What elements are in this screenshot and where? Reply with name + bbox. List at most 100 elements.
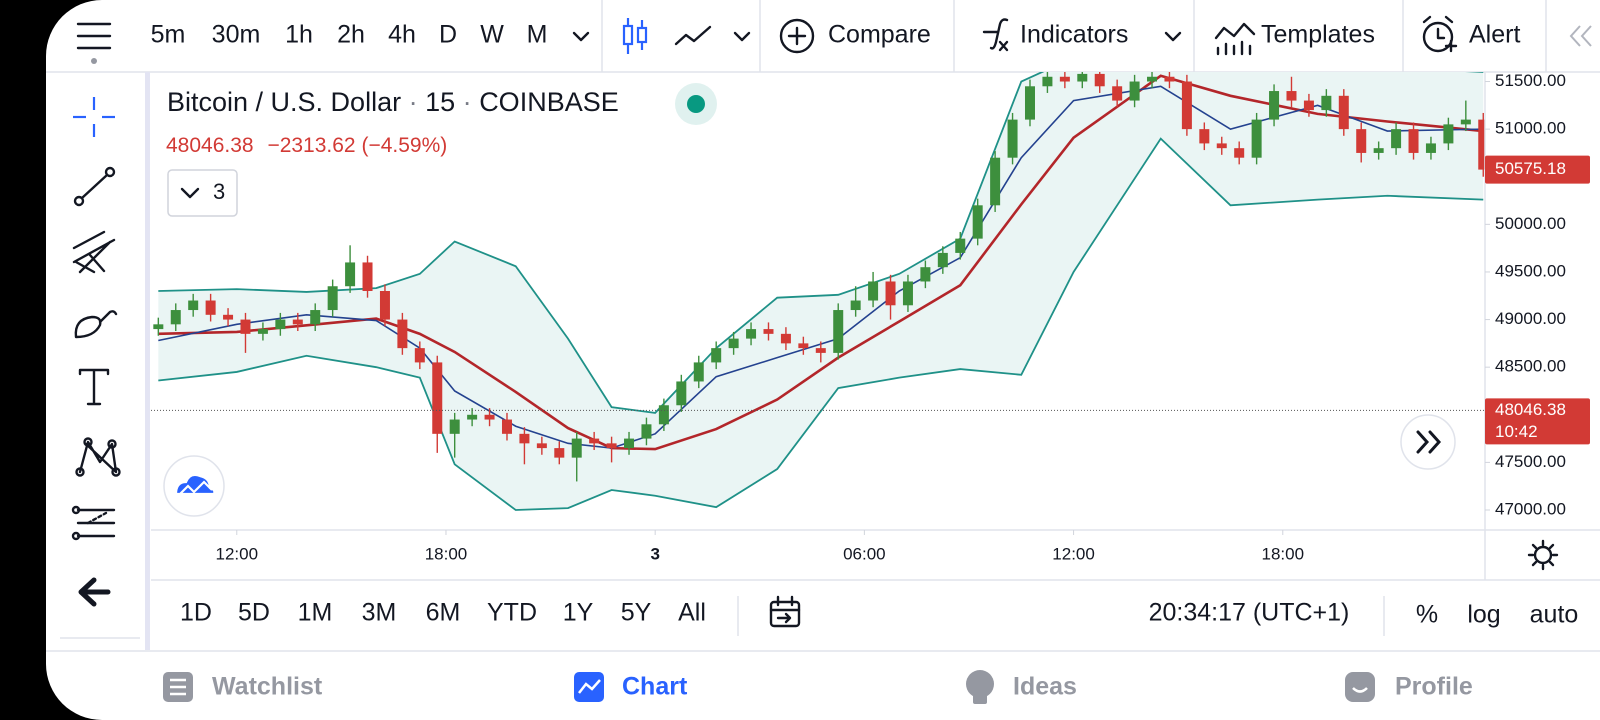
- candle-body: [397, 319, 408, 349]
- candle-body: [432, 362, 443, 434]
- trendline-tool[interactable]: [73, 166, 116, 207]
- range-button[interactable]: 1Y: [563, 599, 594, 627]
- candle-body: [1251, 119, 1262, 158]
- profile-label[interactable]: Profile: [1395, 673, 1473, 701]
- candle-body: [658, 405, 669, 425]
- interval: 15: [425, 87, 455, 117]
- interval-button[interactable]: D: [439, 21, 457, 49]
- interval-button[interactable]: 2h: [337, 21, 365, 49]
- symbol-name: Bitcoin / U.S. Dollar: [167, 87, 401, 117]
- interval-button[interactable]: 30m: [212, 21, 261, 49]
- candle-body: [571, 438, 582, 458]
- candle-body: [1164, 76, 1175, 82]
- range-button[interactable]: All: [678, 599, 706, 627]
- candle-body: [693, 362, 704, 382]
- interval-list: 5m 30m 1h 2h 4h D W M: [151, 21, 548, 49]
- toolbar-edge: [145, 72, 150, 650]
- indicators-button[interactable]: Indicators: [982, 18, 1182, 52]
- y-tick-label: 51000.00: [1495, 119, 1566, 138]
- log-toggle[interactable]: log: [1467, 601, 1500, 629]
- candle-body: [641, 424, 652, 439]
- x-tick-label: 12:00: [215, 544, 258, 563]
- interval-button[interactable]: 1h: [285, 21, 313, 49]
- range-button[interactable]: 5D: [238, 599, 270, 627]
- candle-body: [885, 281, 896, 306]
- pattern-tool[interactable]: [75, 437, 121, 477]
- clock[interactable]: 20:34:17 (UTC+1): [1149, 599, 1350, 627]
- candle-body: [1460, 119, 1471, 125]
- candle-body: [449, 419, 460, 434]
- hide-toolbar-button[interactable]: [78, 577, 111, 607]
- symbol-line: Bitcoin / U.S. Dollar · 15 · COINBASE: [167, 87, 619, 117]
- chart-label[interactable]: Chart: [622, 673, 688, 701]
- candle-body: [1303, 100, 1314, 111]
- indicators-label[interactable]: Indicators: [1020, 21, 1128, 49]
- interval-button[interactable]: 5m: [151, 21, 186, 49]
- chart-tab[interactable]: Chart: [574, 672, 688, 702]
- range-button[interactable]: 1M: [298, 599, 333, 627]
- price-line: 48046.38 −2313.62 (−4.59%): [166, 134, 447, 157]
- candle-body: [1129, 81, 1140, 101]
- last-price-label: 48046.38: [1495, 400, 1566, 419]
- watchlist-tab[interactable]: Watchlist: [163, 672, 323, 702]
- watchlist-label[interactable]: Watchlist: [212, 673, 323, 701]
- candle-body: [188, 300, 199, 311]
- compare-button[interactable]: Compare: [779, 18, 931, 54]
- interval-button[interactable]: M: [527, 21, 548, 49]
- range-button[interactable]: 1D: [180, 599, 212, 627]
- candle-body: [536, 443, 547, 449]
- range-button[interactable]: 3M: [362, 599, 397, 627]
- interval-button[interactable]: W: [480, 21, 504, 49]
- interval-button[interactable]: 4h: [388, 21, 416, 49]
- candle-body: [746, 329, 757, 339]
- templates-button[interactable]: Templates: [1214, 21, 1375, 56]
- percent-toggle[interactable]: %: [1416, 601, 1438, 629]
- candle-body: [711, 348, 722, 363]
- candle-body: [484, 414, 495, 420]
- date-range-button[interactable]: [769, 595, 801, 628]
- profile-tab[interactable]: Profile: [1345, 672, 1473, 702]
- range-button[interactable]: YTD: [487, 599, 537, 627]
- candle-body: [1007, 119, 1018, 158]
- crosshair-tool[interactable]: [73, 97, 115, 137]
- candle-body: [205, 300, 216, 315]
- y-tick-label: 49000.00: [1495, 309, 1566, 328]
- settings-button[interactable]: [1527, 539, 1559, 571]
- toggle-chevron: [180, 187, 200, 199]
- market-status[interactable]: [687, 95, 705, 113]
- candle-body: [1338, 95, 1349, 130]
- chart-type-dropdown[interactable]: [733, 31, 751, 42]
- compare-label[interactable]: Compare: [828, 21, 931, 49]
- brush-tool[interactable]: [74, 310, 118, 339]
- range-button[interactable]: 6M: [426, 599, 461, 627]
- candle-body: [1443, 124, 1454, 144]
- alert-button[interactable]: Alert: [1422, 15, 1520, 53]
- line-type-button[interactable]: [674, 25, 712, 46]
- range-button[interactable]: 5Y: [621, 599, 652, 627]
- collapse-button[interactable]: [1569, 25, 1592, 47]
- candle-body: [972, 205, 983, 239]
- indicators-toggle[interactable]: [167, 169, 238, 217]
- scroll-icon: [1416, 430, 1442, 454]
- candle-body: [257, 329, 268, 334]
- y-tick-label: 48500.00: [1495, 357, 1566, 376]
- text-tool[interactable]: [78, 368, 110, 406]
- candle-body: [153, 324, 164, 330]
- alert-label[interactable]: Alert: [1469, 21, 1520, 49]
- auto-toggle[interactable]: auto: [1530, 601, 1579, 629]
- candle-body: [955, 238, 966, 253]
- candle-body: [275, 319, 286, 330]
- candle-body: [624, 438, 635, 449]
- prediction-tool[interactable]: [71, 505, 116, 541]
- candle-body: [780, 333, 791, 344]
- ideas-tab[interactable]: Ideas: [966, 670, 1077, 704]
- interval-dropdown[interactable]: [572, 31, 590, 42]
- candle-body: [519, 433, 530, 444]
- templates-label[interactable]: Templates: [1261, 21, 1375, 49]
- candle-body: [1373, 148, 1384, 153]
- menu-button[interactable]: [76, 22, 112, 50]
- fib-tool[interactable]: [72, 230, 116, 274]
- ideas-label[interactable]: Ideas: [1013, 673, 1077, 701]
- candle-type-button[interactable]: [622, 18, 648, 54]
- indicators-count[interactable]: 3: [213, 179, 225, 204]
